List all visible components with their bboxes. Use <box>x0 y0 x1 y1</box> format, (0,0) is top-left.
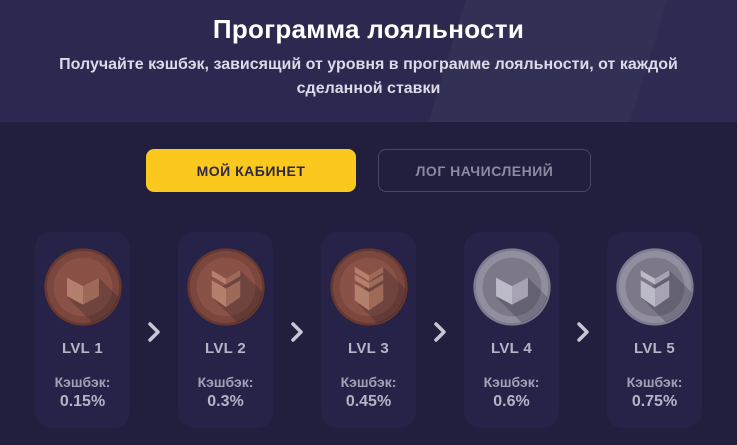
level-card-2: LVL 2 Кэшбэк: 0.3% <box>178 232 273 428</box>
bronze-medal-icon <box>184 245 268 329</box>
chevron-right-icon <box>148 322 160 342</box>
level-label: LVL 1 <box>62 340 103 357</box>
cashback-value: 0.15% <box>59 393 106 410</box>
bronze-medal-icon <box>41 245 125 329</box>
bronze-medal-icon <box>329 248 408 326</box>
cashback-value: 0.75% <box>631 393 678 410</box>
chevron-right-icon <box>577 322 589 342</box>
bronze-medal-icon <box>43 248 122 326</box>
level-label: LVL 5 <box>634 340 675 357</box>
next-level-arrow <box>416 321 464 343</box>
cashback-value: 0.3% <box>207 393 244 410</box>
level-label: LVL 4 <box>491 340 532 357</box>
cashback-value: 0.6% <box>493 393 530 410</box>
header: Программа лояльности Получайте кэшбэк, з… <box>0 0 737 122</box>
accrual-log-button[interactable]: ЛОГ НАЧИСЛЕНИЙ <box>378 149 591 192</box>
next-level-arrow <box>559 321 607 343</box>
level-card-5: LVL 5 Кэшбэк: 0.75% <box>607 232 702 428</box>
level-card-1: LVL 1 Кэшбэк: 0.15% <box>35 232 130 428</box>
level-card-4: LVL 4 Кэшбэк: 0.6% <box>464 232 559 428</box>
level-label: LVL 2 <box>205 340 246 357</box>
cashback-label: Кэшбэк: <box>197 374 254 390</box>
cashback-label: Кэшбэк: <box>626 374 683 390</box>
page-subtitle: Получайте кэшбэк, зависящий от уровня в … <box>59 56 678 97</box>
chevron-right-icon <box>434 322 446 342</box>
silver-medal-icon <box>470 245 554 329</box>
my-cabinet-button[interactable]: МОЙ КАБИНЕТ <box>146 149 356 192</box>
cashback-label: Кэшбэк: <box>340 374 397 390</box>
chevron-right-icon <box>291 322 303 342</box>
level-card-3: LVL 3 Кэшбэк: 0.45% <box>321 232 416 428</box>
silver-medal-icon <box>613 245 697 329</box>
bronze-medal-icon <box>186 248 265 326</box>
cashback-label: Кэшбэк: <box>483 374 540 390</box>
bronze-medal-icon <box>327 245 411 329</box>
cashback-label: Кэшбэк: <box>54 374 111 390</box>
silver-medal-icon <box>472 248 551 326</box>
cashback-value: 0.45% <box>345 393 392 410</box>
tabs-row: МОЙ КАБИНЕТ ЛОГ НАЧИСЛЕНИЙ <box>0 149 737 192</box>
silver-medal-icon <box>615 248 694 326</box>
level-label: LVL 3 <box>348 340 389 357</box>
levels-row: LVL 1 Кэшбэк: 0.15% LVL 2 Кэшбэк: 0.3% L… <box>0 232 737 428</box>
page-title: Программа лояльности <box>212 14 525 44</box>
next-level-arrow <box>130 321 178 343</box>
next-level-arrow <box>273 321 321 343</box>
